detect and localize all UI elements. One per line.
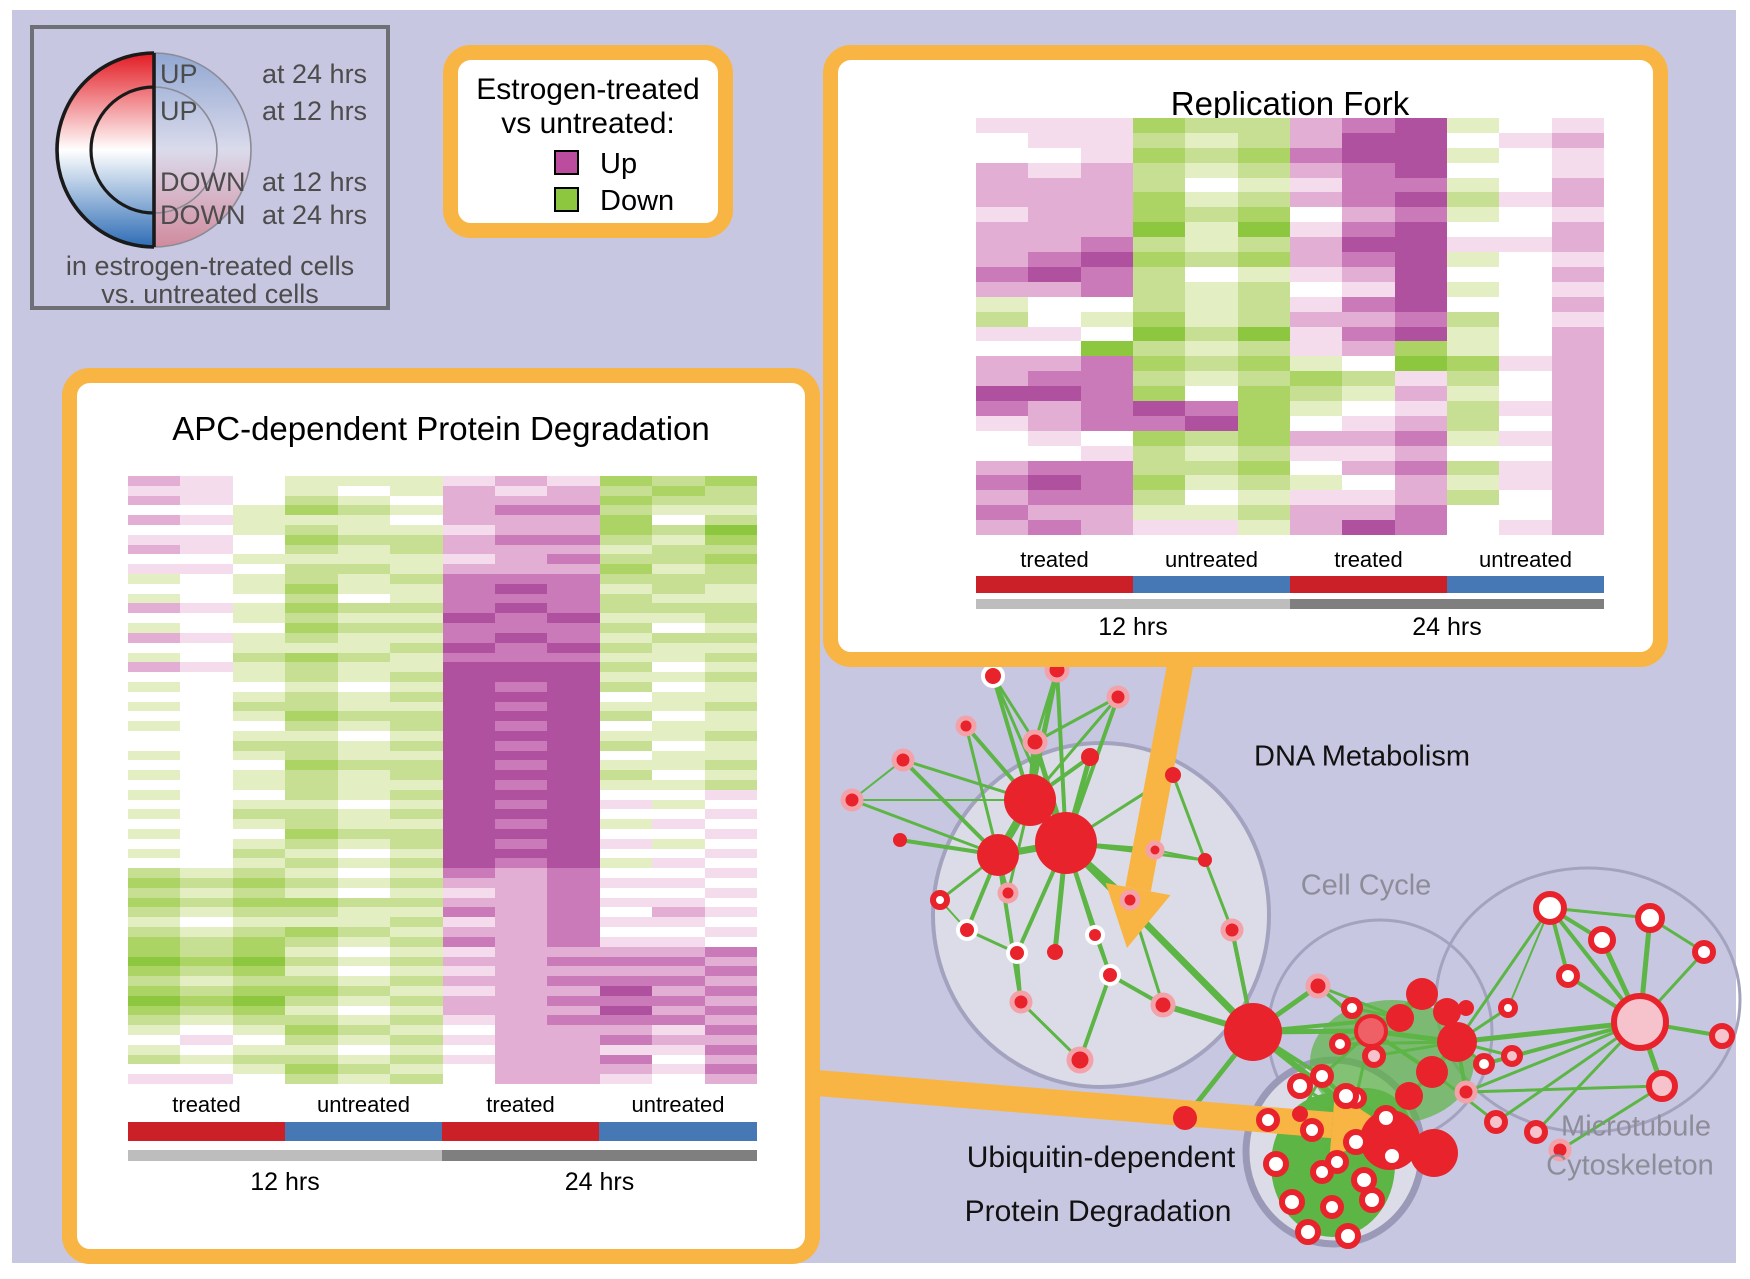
label-ubiquitin-line2: Protein Degradation: [964, 1195, 1232, 1228]
apc-group-label-2: untreated: [317, 1092, 410, 1117]
label-microtubule-line2: Cytoskeleton: [1546, 1149, 1714, 1182]
legend-down-24-text: DOWN: [160, 200, 245, 230]
apc-treated-bar-24: [442, 1122, 599, 1141]
legend-caption-line1: in estrogen-treated cells: [66, 251, 354, 281]
label-microtubule-line1: Microtubule: [1561, 1110, 1711, 1143]
apc-group-label-3: treated: [486, 1092, 555, 1117]
rf-untreated-bar-12: [1133, 576, 1290, 593]
apc-title: APC-dependent Protein Degradation: [172, 410, 710, 447]
label-cell-cycle: Cell Cycle: [1300, 869, 1432, 902]
apc-treated-bar-12: [128, 1122, 285, 1141]
rf-12hrs-bar: [976, 599, 1290, 609]
legend-at12-top: at 12 hrs: [262, 96, 367, 126]
replication-fork-heatmap: [976, 118, 1604, 535]
updown-circles-graphic: UP UP DOWN DOWN at 24 hrs at 12 hrs at 1…: [55, 51, 367, 306]
rf-12hrs-label: 12 hrs: [1098, 613, 1168, 641]
apc-12hrs-label: 12 hrs: [250, 1168, 320, 1196]
rf-group-label-2: untreated: [1165, 547, 1258, 572]
estrogen-legend-title2: vs untreated:: [501, 107, 675, 140]
rf-treated-bar-24: [1290, 576, 1447, 593]
replication-fork-panel: Replication Fork treated untreated treat…: [823, 45, 1668, 667]
rf-group-label-1: treated: [1020, 547, 1089, 572]
apc-untreated-bar-12: [285, 1122, 442, 1141]
legend-at24-bottom: at 24 hrs: [262, 200, 367, 230]
rf-treated-bar-12: [976, 576, 1133, 593]
legend-up-12-text: UP: [160, 96, 198, 126]
legend-at12-bottom: at 12 hrs: [262, 167, 367, 197]
apc-group-label-4: untreated: [631, 1092, 725, 1117]
label-ubiquitin-line1: Ubiquitin-dependent: [966, 1141, 1236, 1174]
estrogen-legend-box: Estrogen-treated vs untreated: Up Down: [443, 45, 733, 238]
legend-down-12-text: DOWN: [160, 167, 245, 197]
legend-at24-top: at 24 hrs: [262, 59, 367, 89]
rf-untreated-bar-24: [1447, 576, 1604, 593]
apc-panel: APC-dependent Protein Degradation treate…: [62, 368, 820, 1264]
apc-12hrs-bar: [128, 1150, 442, 1161]
up-swatch-label: Up: [600, 148, 638, 180]
rf-24hrs-bar: [1290, 599, 1604, 609]
updown-color-legend: UP UP DOWN DOWN at 24 hrs at 12 hrs at 1…: [30, 25, 390, 310]
apc-24hrs-bar: [442, 1150, 757, 1161]
apc-heatmap: [128, 476, 757, 1084]
legend-up-24-text: UP: [160, 59, 198, 89]
rf-group-label-3: treated: [1334, 547, 1403, 572]
down-swatch-label: Down: [600, 185, 675, 217]
label-dna-metabolism: DNA Metabolism: [1254, 740, 1470, 773]
legend-caption-line2: vs. untreated cells: [101, 279, 319, 306]
estrogen-legend-title1: Estrogen-treated: [476, 73, 700, 106]
apc-untreated-bar-24: [599, 1122, 757, 1141]
up-color-swatch: [554, 150, 579, 175]
rf-24hrs-label: 24 hrs: [1412, 613, 1482, 641]
apc-group-label-1: treated: [172, 1092, 241, 1117]
replication-fork-title: Replication Fork: [1170, 85, 1410, 122]
apc-24hrs-label: 24 hrs: [564, 1168, 635, 1196]
rf-group-label-4: untreated: [1479, 547, 1572, 572]
down-color-swatch: [554, 187, 579, 212]
